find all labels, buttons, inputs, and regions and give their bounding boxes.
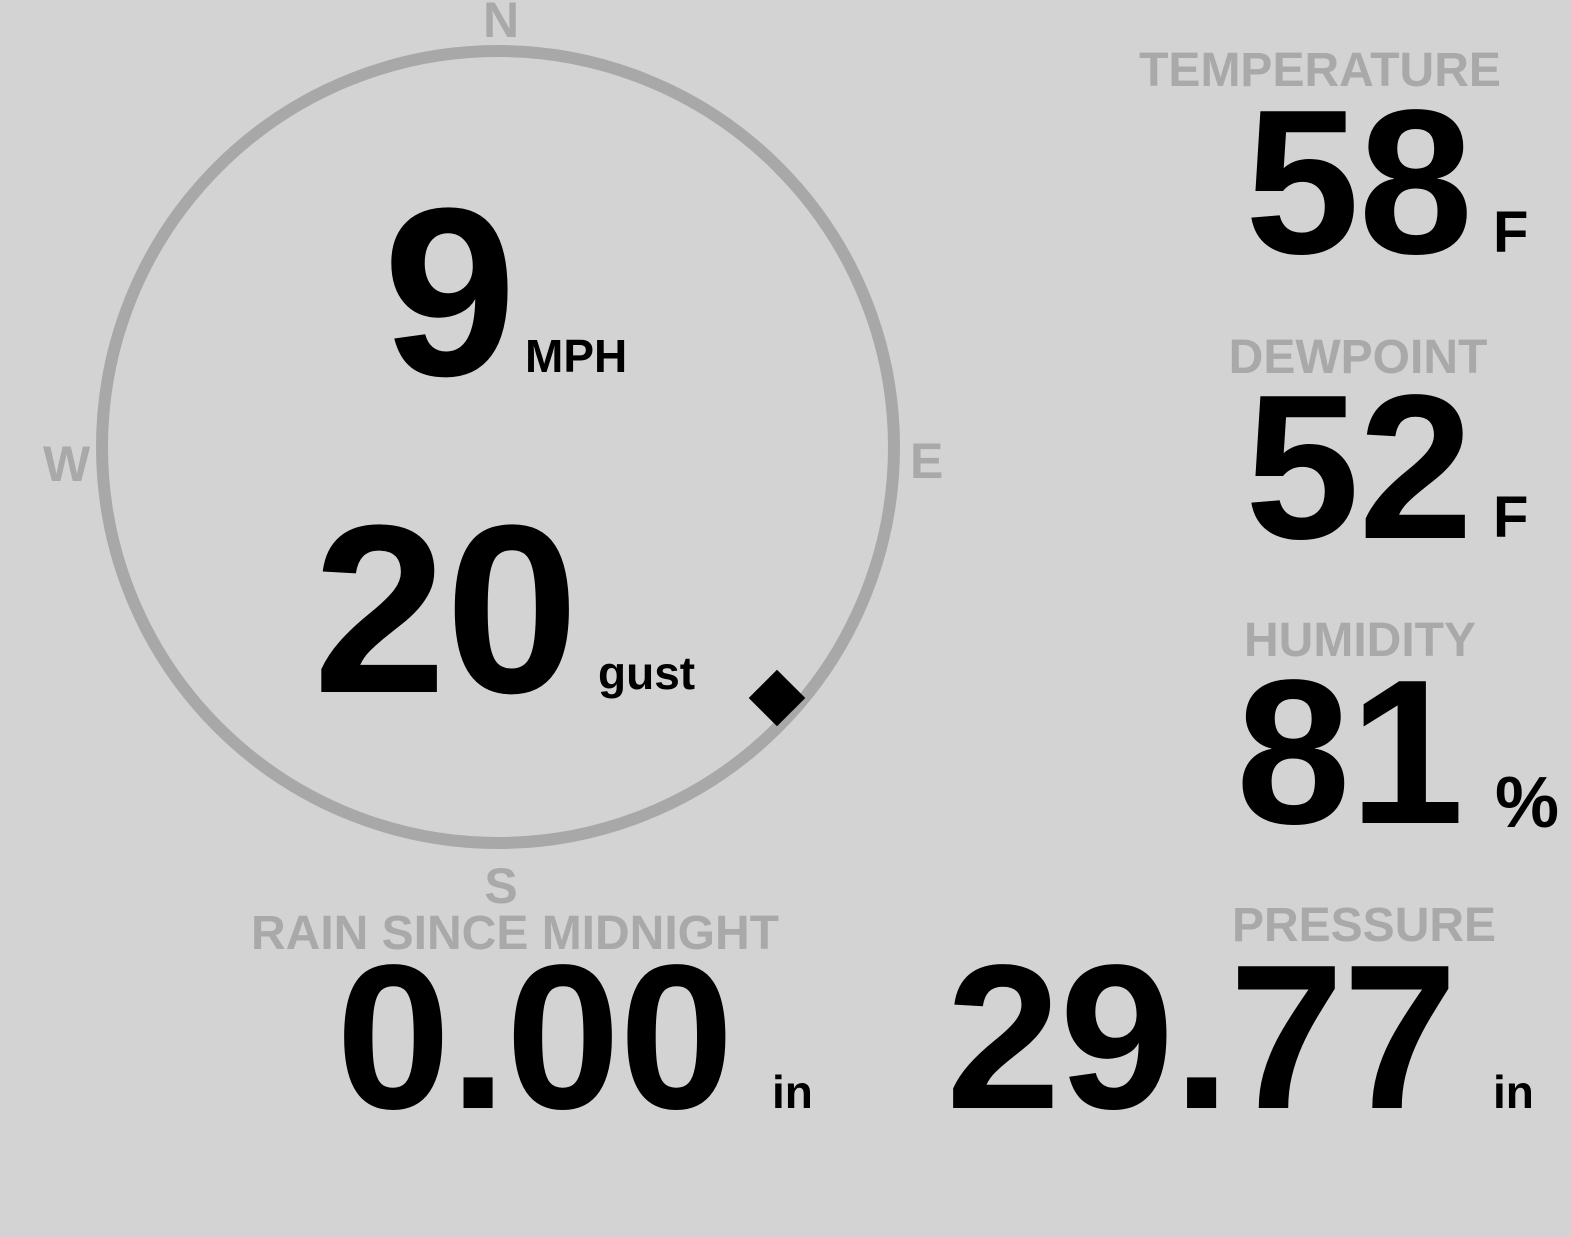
- humidity-label: HUMIDITY: [1244, 614, 1476, 667]
- compass-west-label: W: [43, 436, 91, 492]
- pressure-unit: in: [1493, 1066, 1534, 1118]
- wind-speed-value: 9: [383, 158, 516, 426]
- rain-label: RAIN SINCE MIDNIGHT: [251, 907, 779, 960]
- rain-unit: in: [772, 1066, 813, 1118]
- temperature-label: TEMPERATURE: [1139, 44, 1501, 97]
- temperature-value: 58: [1245, 67, 1473, 297]
- wind-speed-unit: MPH: [525, 330, 628, 382]
- pressure-label: PRESSURE: [1231, 899, 1497, 952]
- pressure-value: 29.77: [946, 922, 1457, 1152]
- humidity-value: 81: [1236, 637, 1464, 867]
- rain-value: 0.00: [336, 922, 734, 1152]
- temperature-unit: F: [1493, 200, 1529, 265]
- dewpoint-unit: F: [1493, 485, 1529, 550]
- compass-south-label: S: [484, 858, 518, 914]
- dewpoint-value: 52: [1245, 352, 1473, 582]
- dewpoint-label: DEWPOINT: [1228, 331, 1488, 384]
- wind-gust-unit: gust: [598, 647, 696, 699]
- wind-gust-value: 20: [313, 475, 579, 743]
- compass-north-label: N: [482, 0, 520, 48]
- humidity-unit: %: [1495, 763, 1560, 843]
- compass-east-label: E: [910, 433, 944, 489]
